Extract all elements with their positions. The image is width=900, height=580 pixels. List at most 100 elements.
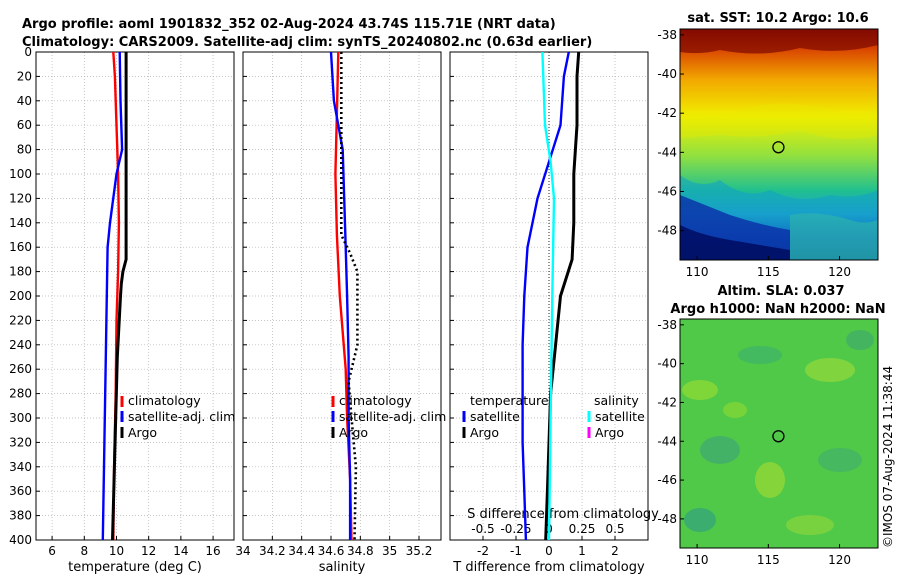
x-tick-label: 34: [235, 544, 250, 558]
series-line-argo: [339, 52, 359, 541]
map-y-tick-label: -38: [657, 318, 677, 332]
y-tick-label: 240: [9, 338, 32, 352]
sst-field-texture: [680, 29, 878, 260]
temperature-legend: climatology satellite-adj. clim Argo: [120, 393, 235, 440]
x-tick-label: -2: [477, 544, 489, 558]
map-y-tick-label: -38: [657, 28, 677, 42]
sst-map-frame: [679, 28, 879, 261]
legend-label-sal-satellite: satellite: [595, 409, 645, 424]
x-tick-label: 8: [80, 544, 88, 558]
legend-label-argo: Argo: [339, 425, 368, 440]
salinity-legend: climatology satellite-adj. clim Argo: [331, 393, 446, 440]
y-tick-label: 340: [9, 460, 32, 474]
y-tick-label: 80: [17, 143, 32, 157]
legend-label-satellite: satellite-adj. clim: [339, 409, 446, 424]
map-x-tick-label: 120: [828, 553, 851, 567]
x-tick-label: 12: [141, 544, 156, 558]
legend-label-temp-satellite: satellite: [470, 409, 520, 424]
map-x-tick-label: 110: [686, 553, 709, 567]
argo-location-marker: [772, 430, 785, 443]
y-tick-label: 400: [9, 533, 32, 547]
y-tick-label: 120: [9, 191, 32, 205]
legend-label-climatology: climatology: [128, 393, 201, 408]
series-line-salinity-satellite: [541, 51, 556, 541]
salinity-panel: 34 34.2 34.4 34.6 34.8 35 35.2 salinity: [235, 51, 442, 575]
secondary-x-tick-label: 0.5: [605, 522, 624, 536]
series-line-temperature-argo: [544, 51, 581, 541]
sla-field-texture: [682, 330, 874, 535]
y-tick-label: 300: [9, 411, 32, 425]
map-x-tick-label: 115: [757, 265, 780, 279]
map-y-tick-label: -44: [657, 434, 677, 448]
map-y-tick-label: -46: [657, 473, 677, 487]
x-tick-label: 34.6: [318, 544, 345, 558]
secondary-x-axis-label: S difference from climatology: [467, 507, 659, 522]
map-y-tick-label: -48: [657, 224, 677, 238]
sst-map-title: sat. SST: 10.2 Argo: 10.6: [687, 11, 868, 26]
x-tick-label: 35: [382, 544, 397, 558]
y-tick-label: 180: [9, 265, 32, 279]
y-tick-label: 0: [24, 45, 32, 59]
sla-map: Altim. SLA: 0.037 Argo h1000: NaN h2000:…: [657, 284, 885, 567]
difference-panel: -2 -1 0 1 2 T difference from climatology S di…: [449, 51, 659, 575]
figure-title-line1: Argo profile: aoml 1901832_352 02-Aug-20…: [22, 17, 556, 32]
x-tick-label: 34.2: [259, 544, 286, 558]
x-tick-label: 14: [173, 544, 188, 558]
difference-legend: temperature satellite Argo salinity sate…: [462, 393, 645, 440]
sla-map-subtitle: Argo h1000: NaN h2000: NaN: [670, 302, 885, 317]
secondary-x-tick-label: 0.25: [569, 522, 596, 536]
series-line-satellite-adj-clim: [329, 51, 352, 540]
x-axis-label: T difference from climatology: [452, 560, 645, 575]
x-tick-label: 34.4: [288, 544, 315, 558]
x-axis-label: temperature (deg C): [68, 560, 202, 575]
legend-title-temperature: temperature: [470, 393, 549, 408]
x-tick-label: 6: [48, 544, 56, 558]
map-y-tick-label: -40: [657, 67, 677, 81]
secondary-x-tick-label: -0.25: [500, 522, 531, 536]
x-tick-label: 10: [109, 544, 124, 558]
map-y-tick-label: -48: [657, 512, 677, 526]
legend-label-argo: Argo: [128, 425, 157, 440]
series-line-satellite-adj-clim: [101, 51, 124, 541]
x-axis-label: salinity: [319, 560, 366, 575]
y-tick-label: 260: [9, 362, 32, 376]
sla-map-axes: 110 115 120 -38 -40 -42 -44 -46 -48: [657, 318, 851, 567]
sst-map-axes: 110 115 120 -38 -40 -42 -44 -46 -48: [657, 28, 851, 279]
map-y-tick-label: -46: [657, 184, 677, 198]
y-tick-label: 360: [9, 484, 32, 498]
sla-map-frame: [679, 318, 879, 549]
x-tick-label: 2: [611, 544, 619, 558]
y-tick-label: 280: [9, 387, 32, 401]
y-tick-label: 140: [9, 216, 32, 230]
map-y-tick-label: -44: [657, 145, 677, 159]
y-tick-label: 160: [9, 240, 32, 254]
legend-label-climatology: climatology: [339, 393, 412, 408]
series-line-argo: [111, 52, 128, 541]
x-tick-label: 1: [578, 544, 586, 558]
y-tick-label: 220: [9, 313, 32, 327]
y-tick-label: 40: [17, 94, 32, 108]
sst-map: sat. SST: 10.2 Argo: 10.6 110 115 120 -38 -4…: [657, 11, 879, 279]
x-tick-label: 34.8: [347, 544, 374, 558]
temperature-panel: 0 20 40 60 80 100 120 140 160 180 200 220 240 260 280 3…: [9, 45, 235, 575]
legend-label-temp-argo: Argo: [470, 425, 499, 440]
timestamp: ©IMOS 07-Aug-2024 11:38:44: [881, 366, 895, 548]
sla-map-title: Altim. SLA: 0.037: [718, 284, 845, 299]
map-x-tick-label: 110: [686, 265, 709, 279]
map-x-tick-label: 120: [828, 265, 851, 279]
map-y-tick-label: -42: [657, 395, 677, 409]
y-tick-label: 320: [9, 435, 32, 449]
x-tick-label: -1: [510, 544, 522, 558]
y-tick-label: 20: [17, 69, 32, 83]
legend-label-sal-argo: Argo: [595, 425, 624, 440]
x-tick-label: 16: [205, 544, 220, 558]
x-tick-label: 0: [545, 544, 553, 558]
y-tick-label: 380: [9, 509, 32, 523]
legend-label-satellite: satellite-adj. clim: [128, 409, 235, 424]
secondary-x-tick-label: -0.5: [471, 522, 494, 536]
figure-title-line2: Climatology: CARS2009. Satellite-adj cli…: [22, 35, 592, 50]
x-tick-label: 35.2: [406, 544, 433, 558]
y-tick-label: 60: [17, 118, 32, 132]
legend-title-salinity: salinity: [594, 393, 639, 408]
